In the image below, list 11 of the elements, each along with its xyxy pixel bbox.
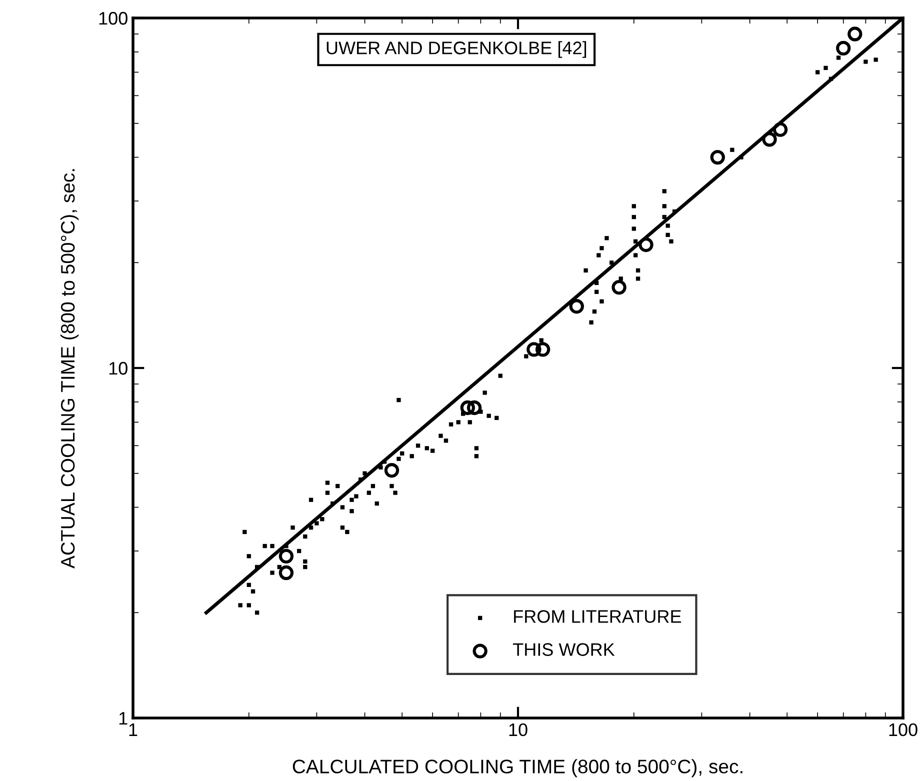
legend-label: FROM LITERATURE xyxy=(514,610,682,623)
y-axis-title: ACTUAL COOLING TIME (800 to 500°C), sec. xyxy=(60,169,79,569)
x-tick-label: 1 xyxy=(129,724,138,736)
annotation: UWER AND DEGENKOLBE [42] xyxy=(326,41,586,58)
x-tick-label: 10 xyxy=(509,723,528,736)
legend-label: THIS WORK xyxy=(512,643,615,656)
y-tick-label: 10 xyxy=(109,362,128,375)
y-tick-label: 100 xyxy=(99,12,128,25)
x-axis-title: CALCULATED COOLING TIME (800 to 500°C), sec. xyxy=(292,759,742,778)
x-tick-label: 100 xyxy=(889,723,918,736)
y-tick-label: 1 xyxy=(119,712,128,725)
